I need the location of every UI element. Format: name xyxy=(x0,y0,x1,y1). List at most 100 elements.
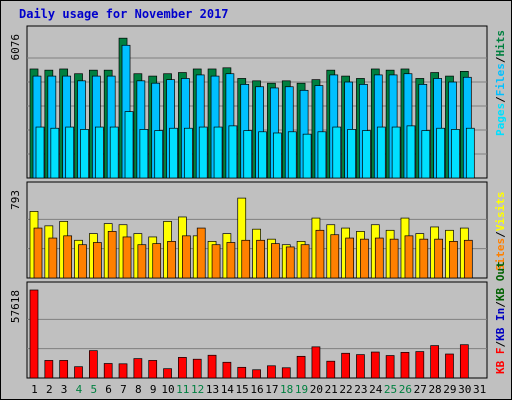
axis-label-part-kb-f: KB F xyxy=(494,348,507,375)
bar-kb-f-day-3 xyxy=(59,360,69,379)
day-label-1: 1 xyxy=(31,383,38,396)
panel-kbf-kbin-kbout xyxy=(26,281,488,379)
bar-pages-day-28 xyxy=(436,127,445,179)
day-label-21: 21 xyxy=(325,383,338,396)
bar-pages-day-24 xyxy=(376,126,386,179)
axis-label-part-files: Files xyxy=(494,63,507,96)
bar-kb-f-day-1 xyxy=(29,289,39,379)
bar-pages-day-12 xyxy=(198,126,208,179)
bar-pages-day-18 xyxy=(287,131,297,179)
bar-sites-day-1 xyxy=(33,227,43,279)
day-label-26: 26 xyxy=(399,383,412,396)
bar-kb-f-day-22 xyxy=(341,352,350,379)
day-label-11: 11 xyxy=(176,383,189,396)
bar-pages-day-4 xyxy=(80,129,89,179)
bar-kb-f-day-5 xyxy=(89,350,98,379)
day-label-18: 18 xyxy=(280,383,293,396)
bar-pages-day-8 xyxy=(139,129,149,179)
bar-sites-day-5 xyxy=(93,242,102,279)
panel-hits-files-pages xyxy=(26,25,488,179)
axis-label-separator: / xyxy=(494,231,507,238)
bar-kb-f-day-16 xyxy=(252,369,261,379)
day-label-8: 8 xyxy=(135,383,142,396)
bar-kb-f-day-4 xyxy=(74,366,83,379)
day-label-16: 16 xyxy=(250,383,263,396)
panel-visits-sites xyxy=(26,181,488,279)
bar-kb-f-day-10 xyxy=(163,368,172,379)
bar-sites-day-29 xyxy=(449,241,458,279)
bar-pages-day-23 xyxy=(362,130,371,179)
day-label-24: 24 xyxy=(369,383,383,396)
day-label-10: 10 xyxy=(161,383,174,396)
bar-kb-f-day-25 xyxy=(385,355,395,379)
bar-sites-day-17 xyxy=(271,243,280,279)
bar-pages-day-30 xyxy=(465,127,475,179)
bar-sites-day-14 xyxy=(226,242,236,279)
bar-sites-day-11 xyxy=(182,235,191,279)
bar-kb-f-day-21 xyxy=(326,360,336,379)
bar-pages-day-3 xyxy=(65,126,75,179)
bar-pages-day-26 xyxy=(406,125,416,179)
max-value-label-hits-files-pages: 6076 xyxy=(9,34,22,61)
bar-pages-day-14 xyxy=(228,125,238,179)
day-label-23: 23 xyxy=(354,383,367,396)
bar-sites-day-13 xyxy=(211,244,221,279)
bar-sites-day-21 xyxy=(330,234,340,279)
day-label-28: 28 xyxy=(428,383,441,396)
bar-sites-day-28 xyxy=(434,238,443,279)
bar-kb-f-day-30 xyxy=(459,344,469,379)
bar-sites-day-7 xyxy=(122,236,132,279)
axis-label-part-sites: Sites xyxy=(494,238,507,271)
bar-pages-day-10 xyxy=(169,127,178,179)
bar-kb-f-day-26 xyxy=(400,351,410,379)
bar-pages-day-6 xyxy=(109,126,119,179)
bar-kb-f-day-23 xyxy=(356,354,365,379)
bar-kb-f-day-24 xyxy=(370,351,380,379)
bar-sites-day-20 xyxy=(315,229,325,279)
day-label-15: 15 xyxy=(236,383,249,396)
day-label-29: 29 xyxy=(443,383,456,396)
day-label-30: 30 xyxy=(458,383,471,396)
bar-sites-day-8 xyxy=(137,244,147,279)
axis-label-part-hits: Hits xyxy=(494,30,507,57)
bar-pages-day-29 xyxy=(451,129,460,179)
max-value-label-visits-sites: 793 xyxy=(9,190,22,210)
day-label-5: 5 xyxy=(90,383,97,396)
bar-pages-day-22 xyxy=(347,129,356,179)
bar-pages-day-1 xyxy=(35,126,45,179)
bar-kb-f-day-8 xyxy=(133,358,143,379)
bar-sites-day-19 xyxy=(300,244,310,279)
vertical-axis-labels: 607679357618Pages/Files/HitsSites/Visits… xyxy=(9,30,507,374)
bar-kb-f-day-12 xyxy=(192,358,202,379)
bar-sites-day-12 xyxy=(196,227,206,279)
axis-label-separator: / xyxy=(494,56,507,63)
bar-pages-day-17 xyxy=(273,132,282,179)
bar-pages-day-13 xyxy=(213,126,223,179)
day-label-14: 14 xyxy=(221,383,235,396)
day-label-6: 6 xyxy=(105,383,112,396)
day-label-20: 20 xyxy=(310,383,323,396)
day-axis-labels: 1 2 3 4 5 6 7 8 9 10 11 12 13 14 15 16 17 18 19 20 21 22 23 24 2… xyxy=(31,383,486,396)
bar-kb-f-day-28 xyxy=(430,345,439,379)
day-label-19: 19 xyxy=(295,383,308,396)
bar-kb-f-day-15 xyxy=(237,366,247,379)
bar-sites-day-10 xyxy=(167,241,176,279)
axis-label-part-kb-out: KB Out xyxy=(494,261,507,301)
axis-label-kbf-kbin-kbout: KB F/KB In/KB Out xyxy=(494,261,507,374)
bar-sites-day-30 xyxy=(463,239,473,279)
bar-pages-day-7 xyxy=(124,111,134,179)
bar-pages-day-11 xyxy=(184,127,193,179)
axis-label-part-kb-in: KB In xyxy=(494,308,507,341)
axis-label-visits-sites: Sites/Visits xyxy=(494,192,507,272)
bar-kb-f-day-14 xyxy=(222,361,232,379)
bar-kb-f-day-2 xyxy=(44,360,54,379)
axis-label-part-pages: Pages xyxy=(494,103,507,136)
axis-label-part-visits: Visits xyxy=(494,192,507,232)
bar-sites-day-26 xyxy=(404,235,414,279)
bar-sites-day-9 xyxy=(152,243,162,279)
bar-pages-day-25 xyxy=(391,126,401,179)
bar-pages-day-15 xyxy=(243,130,253,179)
bar-sites-day-24 xyxy=(374,237,384,279)
bar-sites-day-22 xyxy=(345,237,354,279)
